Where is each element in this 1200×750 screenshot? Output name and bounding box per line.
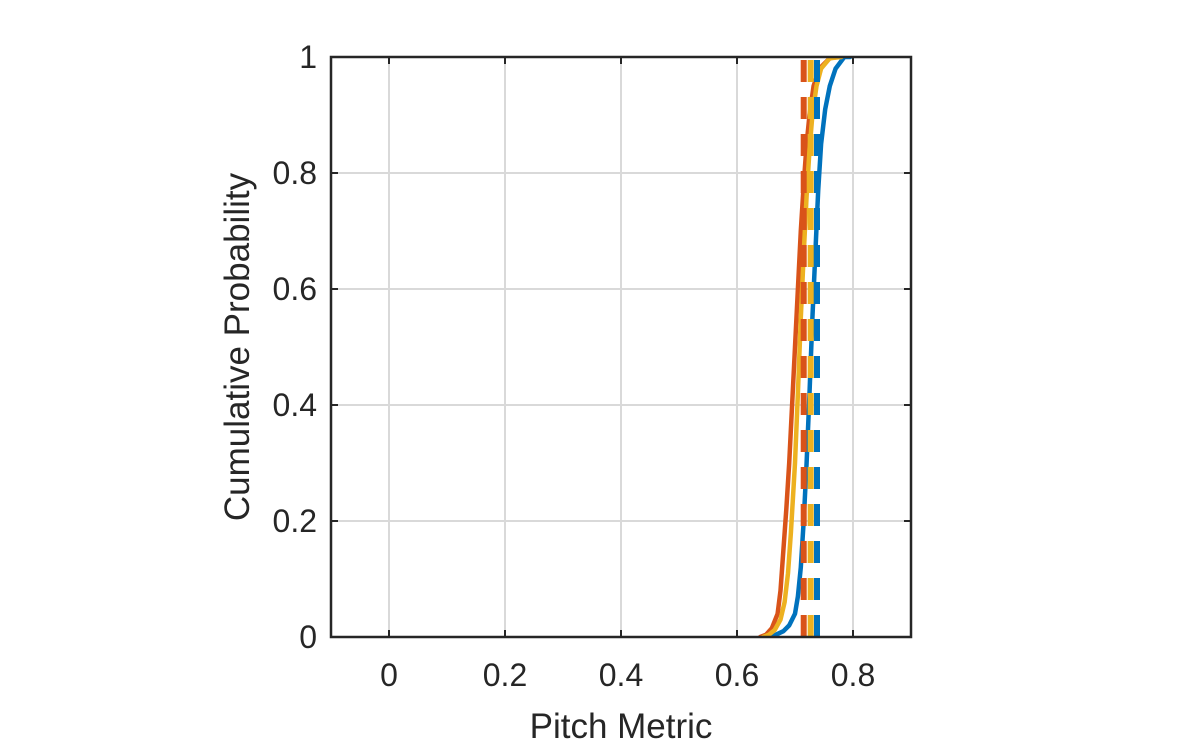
x-tick-label: 0: [380, 657, 398, 693]
y-tick-label: 0.6: [273, 271, 317, 307]
y-tick-label: 1: [299, 39, 317, 75]
y-tick-label: 0: [299, 619, 317, 655]
cdf-line-2: [757, 57, 841, 637]
series-layer: [757, 57, 853, 637]
x-tick-label: 0.8: [831, 657, 875, 693]
y-tick-label: 0.2: [273, 503, 317, 539]
x-tick-label: 0.2: [483, 657, 527, 693]
axis-ticks: [331, 56, 911, 638]
x-axis-title: Pitch Metric: [530, 707, 713, 746]
y-tick-label: 0.8: [273, 155, 317, 191]
y-axis-title: Cumulative Probability: [218, 172, 257, 521]
y-tick-label: 0.4: [273, 387, 317, 423]
x-tick-label: 0.4: [599, 657, 643, 693]
cdf-line-3: [760, 57, 844, 637]
x-tick-label: 0.6: [715, 657, 759, 693]
